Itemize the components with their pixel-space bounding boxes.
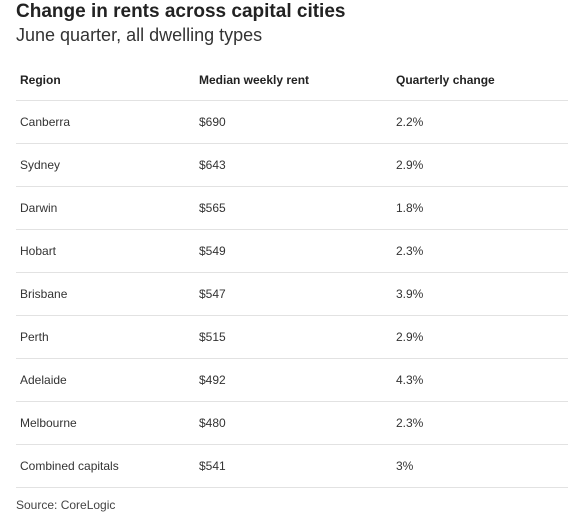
region-cell: Hobart xyxy=(20,244,57,258)
median-weekly-rent-cell: $492 xyxy=(199,373,226,387)
table-row: Canberra $690 2.2% xyxy=(16,101,568,144)
chart-title: Change in rents across capital cities xyxy=(16,1,346,22)
quarterly-change-cell: 1.8% xyxy=(396,201,424,215)
median-weekly-rent-cell: $515 xyxy=(199,330,226,344)
region-cell: Perth xyxy=(20,330,49,344)
table-row: Melbourne $480 2.3% xyxy=(16,402,568,445)
quarterly-change-cell: 3% xyxy=(396,459,414,473)
median-weekly-rent-cell: $690 xyxy=(199,115,226,129)
rent-table: Region Median weekly rent Quarterly chan… xyxy=(16,60,568,488)
table-header-row: Region Median weekly rent Quarterly chan… xyxy=(16,60,568,101)
median-weekly-rent-cell: $643 xyxy=(199,158,226,172)
region-cell: Brisbane xyxy=(20,287,68,301)
column-header-median-weekly-rent: Median weekly rent xyxy=(199,73,310,87)
region-cell: Adelaide xyxy=(20,373,67,387)
table-row: Brisbane $547 3.9% xyxy=(16,273,568,316)
table-body: Canberra $690 2.2% Sydney $643 2.9% Darwin $565… xyxy=(16,101,568,488)
chart-subtitle: June quarter, all dwelling types xyxy=(16,25,263,45)
quarterly-change-cell: 2.9% xyxy=(396,330,424,344)
region-cell: Melbourne xyxy=(20,416,77,430)
region-cell: Sydney xyxy=(20,158,61,172)
quarterly-change-cell: 3.9% xyxy=(396,287,424,301)
median-weekly-rent-cell: $541 xyxy=(199,459,226,473)
median-weekly-rent-cell: $549 xyxy=(199,244,226,258)
quarterly-change-cell: 2.3% xyxy=(396,416,424,430)
quarterly-change-cell: 2.9% xyxy=(396,158,424,172)
table-row: Perth $515 2.9% xyxy=(16,316,568,359)
table-row: Hobart $549 2.3% xyxy=(16,230,568,273)
table-row: Combined capitals $541 3% xyxy=(16,445,568,488)
table-row: Darwin $565 1.8% xyxy=(16,187,568,230)
median-weekly-rent-cell: $547 xyxy=(199,287,226,301)
table-row: Sydney $643 2.9% xyxy=(16,144,568,187)
median-weekly-rent-cell: $565 xyxy=(199,201,226,215)
quarterly-change-cell: 4.3% xyxy=(396,373,424,387)
region-cell: Darwin xyxy=(20,201,58,215)
source-note: Source: CoreLogic xyxy=(16,498,116,512)
region-cell: Combined capitals xyxy=(20,459,119,473)
quarterly-change-cell: 2.2% xyxy=(396,115,424,129)
region-cell: Canberra xyxy=(20,115,71,129)
column-header-region: Region xyxy=(20,73,61,87)
quarterly-change-cell: 2.3% xyxy=(396,244,424,258)
table-row: Adelaide $492 4.3% xyxy=(16,359,568,402)
median-weekly-rent-cell: $480 xyxy=(199,416,226,430)
column-header-quarterly-change: Quarterly change xyxy=(396,73,495,87)
